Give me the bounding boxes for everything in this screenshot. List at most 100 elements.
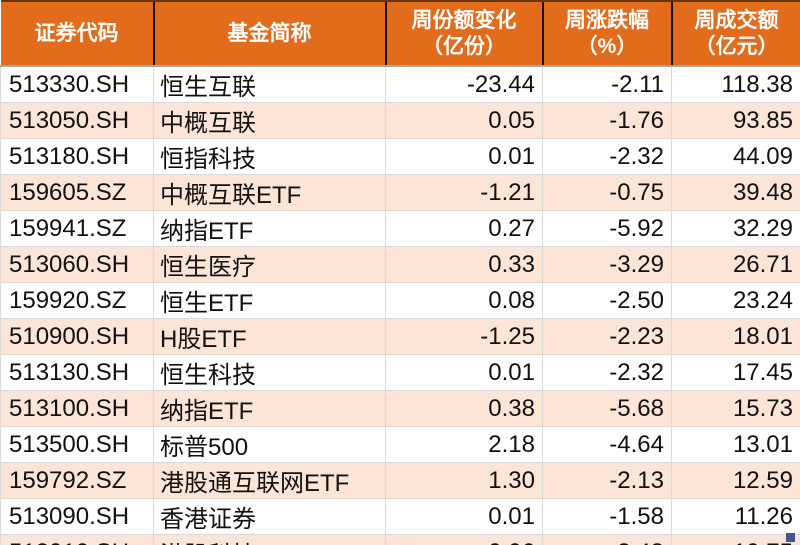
table-row: 159920.SZ 恒生ETF 0.08 -2.50 23.24 xyxy=(0,282,800,319)
share-change-cell: 0.33 xyxy=(385,246,543,283)
pct-change-cell: -1.58 xyxy=(542,498,672,535)
pct-change-cell: -2.50 xyxy=(542,282,672,319)
col-header-pct-change: 周涨跌幅 （%） xyxy=(541,0,672,67)
pct-change-cell: -2.11 xyxy=(542,65,672,103)
table-row: 159941.SZ 纳指ETF 0.27 -5.92 32.29 xyxy=(0,210,800,247)
name-cell: 中概互联ETF xyxy=(153,174,386,211)
name-cell: 标普500 xyxy=(153,426,386,463)
turnover-cell: 39.48 xyxy=(671,174,800,211)
turnover-cell: 18.01 xyxy=(671,318,800,355)
pct-change-cell: -2.13 xyxy=(542,462,672,499)
name-cell: 恒生互联 xyxy=(153,65,386,103)
share-change-cell: 0.06 xyxy=(385,534,543,545)
turnover-cell: 10.75 xyxy=(671,534,800,545)
table-row: 510900.SH H股ETF -1.25 -2.23 18.01 xyxy=(0,318,800,355)
share-change-cell: 2.18 xyxy=(385,426,543,463)
code-cell: 513060.SH xyxy=(0,246,154,283)
col-header-turnover: 周成交额 （亿元） xyxy=(670,0,800,67)
table-row: 513130.SH 恒生科技 0.01 -2.32 17.45 xyxy=(0,354,800,391)
code-cell: 513130.SH xyxy=(0,354,154,391)
name-cell: 港股通互联网ETF xyxy=(153,462,386,499)
turnover-cell: 13.01 xyxy=(671,426,800,463)
table-row: 513010.SH港股科技0.06-2.4810.75 xyxy=(0,534,800,545)
code-cell: 159941.SZ xyxy=(0,210,154,247)
turnover-cell: 15.73 xyxy=(671,390,800,427)
name-cell: 纳指ETF xyxy=(153,210,386,247)
name-cell: 恒指科技 xyxy=(153,138,386,175)
share-change-cell: 0.01 xyxy=(385,498,543,535)
code-cell: 513010.SH xyxy=(0,534,154,545)
share-change-cell: 0.27 xyxy=(385,210,543,247)
turnover-cell: 23.24 xyxy=(671,282,800,319)
table-row: 513050.SH 中概互联 0.05 -1.76 93.85 xyxy=(0,102,800,139)
pct-change-cell: -2.32 xyxy=(542,354,672,391)
turnover-cell: 93.85 xyxy=(671,102,800,139)
turnover-cell: 17.45 xyxy=(671,354,800,391)
name-cell: 恒生ETF xyxy=(153,282,386,319)
pct-change-cell: -3.29 xyxy=(542,246,672,283)
col-header-name: 基金简称 xyxy=(152,0,386,67)
table-row: 513100.SH 纳指ETF 0.38 -5.68 15.73 xyxy=(0,390,800,427)
code-cell: 159605.SZ xyxy=(0,174,154,211)
turnover-cell: 26.71 xyxy=(671,246,800,283)
col-header-label: 周成交额 xyxy=(694,8,779,32)
code-cell: 513100.SH xyxy=(0,390,154,427)
turnover-cell: 12.59 xyxy=(671,462,800,499)
code-cell: 513180.SH xyxy=(0,138,154,175)
turnover-cell: 11.26 xyxy=(671,498,800,535)
share-change-cell: 1.30 xyxy=(385,462,543,499)
name-cell: 香港证券 xyxy=(153,498,386,535)
pct-change-cell: -2.48 xyxy=(542,534,672,545)
name-cell: 恒生科技 xyxy=(153,354,386,391)
share-change-cell: 0.01 xyxy=(385,354,543,391)
share-change-cell: -23.44 xyxy=(385,65,543,103)
share-change-cell: -1.25 xyxy=(385,318,543,355)
col-header-label: 周涨跌幅 xyxy=(565,8,649,32)
pct-change-cell: -1.76 xyxy=(542,102,672,139)
code-cell: 159792.SZ xyxy=(0,462,154,499)
code-cell: 513050.SH xyxy=(0,102,154,139)
table-row: 513330.SH 恒生互联 -23.44 -2.11 118.38 xyxy=(0,65,800,103)
col-header-label: 证券代码 xyxy=(34,21,119,45)
code-cell: 513330.SH xyxy=(0,65,154,103)
col-header-label: 周份额变化 xyxy=(411,8,517,32)
name-cell: 恒生医疗 xyxy=(153,246,386,283)
col-header-share-change: 周份额变化 （亿份） xyxy=(384,0,543,67)
table-row: 159792.SZ 港股通互联网ETF 1.30 -2.13 12.59 xyxy=(0,462,800,499)
col-header-unit: （亿份） xyxy=(422,34,506,58)
col-header-unit: （%） xyxy=(576,34,638,58)
code-cell: 510900.SH xyxy=(0,318,154,355)
name-cell: 纳指ETF xyxy=(153,390,386,427)
table-row: 513500.SH 标普500 2.18 -4.64 13.01 xyxy=(0,426,800,463)
pct-change-cell: -5.92 xyxy=(542,210,672,247)
share-change-cell: 0.05 xyxy=(385,102,543,139)
pct-change-cell: -5.68 xyxy=(542,390,672,427)
col-header-code: 证券代码 xyxy=(0,0,154,67)
share-change-cell: 0.01 xyxy=(385,138,543,175)
share-change-cell: 0.08 xyxy=(385,282,543,319)
col-header-unit: （亿元） xyxy=(694,34,779,58)
header-row: 证券代码 基金简称 周份额变化 （亿份） 周涨跌幅 （%） 周成交额 （亿元） xyxy=(0,0,800,67)
col-header-label: 基金简称 xyxy=(227,21,312,45)
turnover-cell: 32.29 xyxy=(671,210,800,247)
pct-change-cell: -2.32 xyxy=(542,138,672,175)
share-change-cell: 0.38 xyxy=(385,390,543,427)
selection-fill-handle[interactable] xyxy=(786,533,795,542)
code-cell: 513500.SH xyxy=(0,426,154,463)
name-cell: 中概互联 xyxy=(153,102,386,139)
table-row: 159605.SZ 中概互联ETF -1.21 -0.75 39.48 xyxy=(0,174,800,211)
table-row: 513060.SH 恒生医疗 0.33 -3.29 26.71 xyxy=(0,246,800,283)
table-row: 513180.SH 恒指科技 0.01 -2.32 44.09 xyxy=(0,138,800,175)
pct-change-cell: -4.64 xyxy=(542,426,672,463)
table-header: 证券代码 基金简称 周份额变化 （亿份） 周涨跌幅 （%） 周成交额 （亿元） xyxy=(0,0,800,67)
table-row: 513090.SH 香港证券 0.01 -1.58 11.26 xyxy=(0,498,800,535)
code-cell: 513090.SH xyxy=(0,498,154,535)
turnover-cell: 44.09 xyxy=(671,138,800,175)
pct-change-cell: -0.75 xyxy=(542,174,672,211)
table-body: 513330.SH 恒生互联 -23.44 -2.11 118.38 513050.SH 中… xyxy=(0,65,800,545)
name-cell: H股ETF xyxy=(153,318,386,355)
code-cell: 159920.SZ xyxy=(0,282,154,319)
name-cell: 港股科技 xyxy=(153,534,386,545)
